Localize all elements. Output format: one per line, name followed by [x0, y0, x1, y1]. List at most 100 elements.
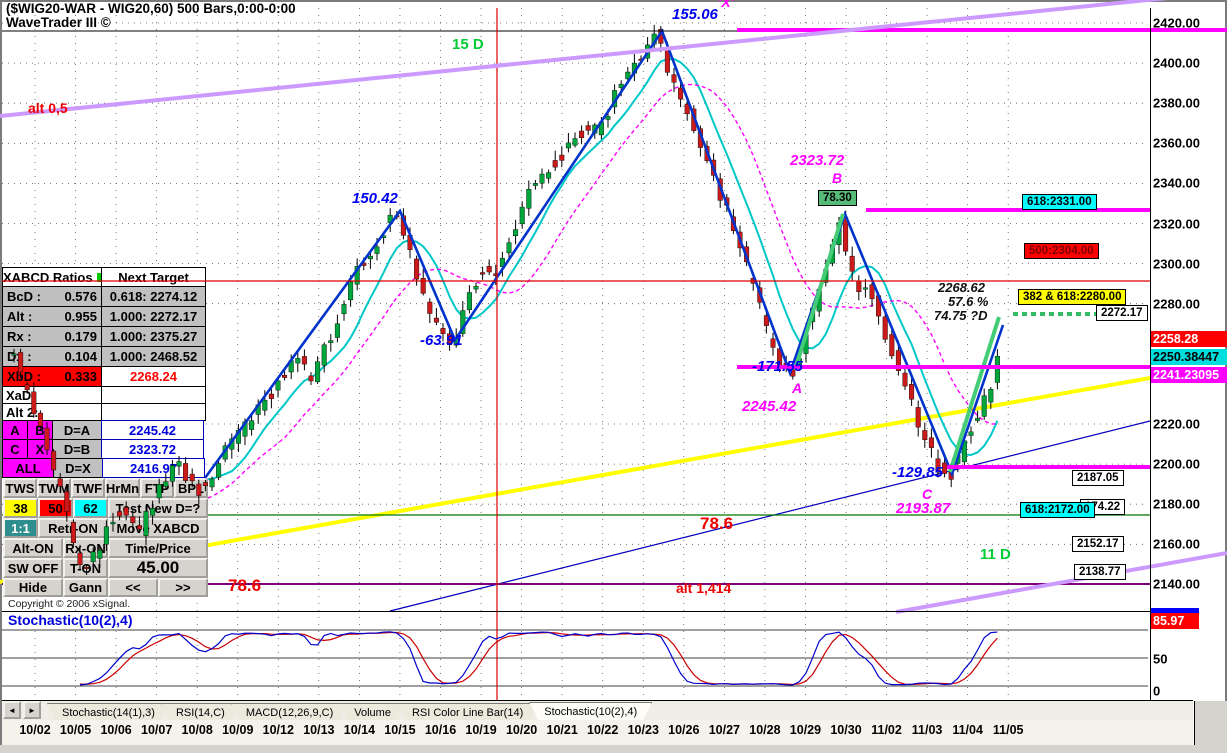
- price-d-b: 2323.72: [101, 439, 204, 459]
- price-tick-2340: 2340.00: [1153, 175, 1200, 191]
- tabs-container: Stochastic(14(1),3) RSI(14,C) MACD(12,26,9…: [56, 702, 652, 720]
- indicator-tab-bar: ◄ ► Stochastic(14(1),3) RSI(14,C) MACD(12,…: [2, 701, 1193, 720]
- date-tick-10-09: 10/09: [222, 723, 254, 737]
- target-dx: 1.000: 2468.52: [101, 346, 206, 367]
- panel-row-4: Dx : 0.104 1.000: 2468.52: [2, 346, 208, 367]
- point-c-button[interactable]: C: [2, 439, 28, 459]
- chart-title: ($WIG20-WAR - WIG20,60) 500 Bars,0:00-0:…: [6, 2, 296, 30]
- sw-off-button[interactable]: SW OFF: [3, 558, 63, 578]
- time-price-button[interactable]: Time/Price: [108, 538, 208, 558]
- retr-62-button[interactable]: 62: [73, 498, 108, 518]
- ratio-xbd-label: XbD : 0.333: [3, 369, 101, 384]
- panel-row-12: 38 50 62 Test New D=?: [3, 498, 208, 518]
- price-tick-2220: 2220.00: [1153, 416, 1200, 432]
- tab-stochastic-14-1-3-[interactable]: Stochastic(14(1),3): [47, 703, 170, 720]
- tab-scroll-left-button[interactable]: ◄: [3, 701, 21, 719]
- app-name: WaveTrader III ©: [6, 15, 111, 30]
- instrument-title: ($WIG20-WAR - WIG20,60) 500 Bars,0:00-0:…: [6, 1, 296, 16]
- ratio-bcd-name: BcD :: [7, 289, 41, 304]
- panel-row-13: 1:1 Retr-ON Move XABCD: [3, 518, 208, 538]
- test-new-d-button[interactable]: Test New D=?: [108, 498, 208, 518]
- panel-row-0: XABCD Ratios Next Target: [2, 267, 208, 287]
- panel-row-16: Hide Gann << >>: [3, 578, 208, 597]
- hide-button[interactable]: Hide: [3, 578, 63, 597]
- ratio-alt-name: Alt :: [7, 309, 33, 324]
- ratio-dx: Dx : 0.104: [2, 346, 102, 367]
- rx-on-button[interactable]: Rx-ON: [63, 538, 108, 558]
- panel-row-11: TWS TWM TWF HrMn FTP BPL: [3, 478, 208, 498]
- tws-button[interactable]: TWS: [3, 478, 37, 498]
- target-xbd: 2268.24: [101, 366, 206, 387]
- ratio-alt2: Alt 2:: [2, 403, 102, 421]
- stoch-bottom-border: [2, 700, 1193, 701]
- date-tick-11-04: 11/04: [952, 723, 983, 737]
- ratio-xbd-value: 0.333: [64, 369, 97, 384]
- bottom-window-edge: [0, 745, 1227, 753]
- t-on-button[interactable]: T-ON: [63, 558, 108, 578]
- point-x-button[interactable]: X: [27, 439, 53, 459]
- date-tick-10-29: 10/29: [789, 723, 822, 737]
- ratio-alt-label: Alt : 0.955: [3, 309, 101, 324]
- xabcd-ratios-panel: XABCD Ratios Next Target BcD : 0.576 0.618: …: [2, 267, 208, 597]
- price-tick-2140: 2140.00: [1153, 576, 1200, 592]
- price-tick-2280: 2280.00: [1153, 296, 1200, 312]
- panel-row-15: SW OFF T-ON 45.00: [3, 558, 208, 578]
- date-tick-10-06: 10/06: [100, 723, 132, 737]
- one-to-one-button[interactable]: 1:1: [3, 518, 38, 538]
- date-tick-11-03: 11/03: [911, 723, 943, 737]
- current-price-label-2258-28: 2258.28: [1151, 331, 1227, 347]
- angle-value-button[interactable]: 45.00: [108, 558, 208, 578]
- d-equals-b: D=B: [52, 439, 102, 459]
- tab-rsi-14-c-[interactable]: RSI(14,C): [161, 703, 240, 720]
- bpl-button[interactable]: BPL: [174, 478, 208, 498]
- stoch-level-0: 0: [1153, 683, 1161, 699]
- price-tick-2420: 2420.00: [1153, 15, 1200, 31]
- date-axis: 10/02 10/05 10/06 10/07 10/08 10/09 10/12 10/13…: [2, 720, 1193, 745]
- gann-button[interactable]: Gann: [63, 578, 108, 597]
- date-tick-10-22: 10/22: [587, 723, 619, 737]
- price-d-x: 2416.97: [102, 458, 205, 478]
- retr-38-button[interactable]: 38: [3, 498, 38, 518]
- price-d-a: 2245.42: [101, 420, 204, 440]
- tab-rsi-color-line-bar-14-[interactable]: RSI Color Line Bar(14): [397, 703, 538, 720]
- ratio-rx: Rx : 0.179: [2, 326, 102, 347]
- point-a-button[interactable]: A: [2, 420, 28, 440]
- date-tick-10-27: 10/27: [708, 723, 740, 737]
- date-tick-10-02: 10/02: [19, 723, 51, 737]
- bottom-right-filler: [1194, 701, 1227, 745]
- price-tick-2380: 2380.00: [1153, 95, 1200, 111]
- retr-50-button[interactable]: 50: [38, 498, 73, 518]
- scroll-fwd-button[interactable]: >>: [158, 578, 208, 597]
- date-tick-10-14: 10/14: [343, 723, 376, 737]
- tab-scroll-right-button[interactable]: ►: [23, 701, 41, 719]
- current-price-label-2250-38447: 2250.38447: [1151, 349, 1227, 365]
- stoch-k-marker: [1151, 608, 1199, 613]
- price-tick-2320: 2320.00: [1153, 216, 1200, 231]
- ratio-bcd-value: 0.576: [64, 289, 97, 304]
- retr-on-button[interactable]: Retr-ON: [38, 518, 108, 538]
- panel-row-8: A B D=A 2245.42: [2, 420, 208, 440]
- hrmn-button[interactable]: HrMn: [105, 478, 140, 498]
- alt-on-button[interactable]: Alt-ON: [3, 538, 63, 558]
- twf-button[interactable]: TWF: [71, 478, 105, 498]
- ftp-button[interactable]: FTP: [140, 478, 174, 498]
- scroll-back-button[interactable]: <<: [108, 578, 158, 597]
- ratio-dx-label: Dx : 0.104: [3, 349, 101, 364]
- ratio-alt: Alt : 0.955: [2, 306, 102, 327]
- price-tick-2360: 2360.00: [1153, 135, 1200, 151]
- ratio-bcd-label: BcD : 0.576: [3, 289, 101, 304]
- tab-volume[interactable]: Volume: [339, 703, 406, 720]
- xabcd-ratios-header: XABCD Ratios: [2, 267, 102, 287]
- copyright-text: Copyright © 2006 xSignal.: [8, 598, 131, 610]
- point-b-button[interactable]: B: [27, 420, 53, 440]
- point-all-button[interactable]: ALL: [2, 458, 54, 478]
- price-tick-2180: 2180.00: [1153, 496, 1200, 512]
- tab-stochastic-10-2-4-[interactable]: Stochastic(10(2),4): [529, 702, 652, 720]
- date-tick-10-21: 10/21: [546, 723, 578, 737]
- stoch-k-value-label: 85.97: [1151, 613, 1199, 629]
- twm-button[interactable]: TWM: [37, 478, 71, 498]
- panel-row-2: Alt : 0.955 1.000: 2272.17: [2, 306, 208, 327]
- target-alt2: [101, 403, 206, 421]
- move-xabcd-button[interactable]: Move XABCD: [108, 518, 208, 538]
- tab-macd-12-26-9-c-[interactable]: MACD(12,26,9,C): [231, 703, 348, 720]
